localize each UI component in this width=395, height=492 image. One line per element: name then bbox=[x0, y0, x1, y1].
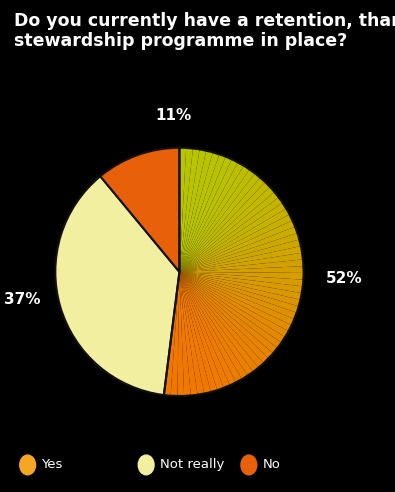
Wedge shape bbox=[179, 151, 213, 272]
Wedge shape bbox=[179, 272, 285, 343]
Wedge shape bbox=[179, 272, 230, 388]
Wedge shape bbox=[179, 178, 265, 272]
Wedge shape bbox=[179, 272, 204, 395]
Wedge shape bbox=[179, 272, 211, 394]
Wedge shape bbox=[179, 272, 288, 337]
Wedge shape bbox=[179, 272, 248, 379]
Wedge shape bbox=[179, 197, 282, 272]
Wedge shape bbox=[100, 148, 179, 272]
Wedge shape bbox=[179, 272, 259, 372]
Wedge shape bbox=[179, 227, 297, 272]
Wedge shape bbox=[179, 272, 242, 382]
Wedge shape bbox=[179, 259, 303, 272]
Wedge shape bbox=[179, 272, 297, 319]
Wedge shape bbox=[179, 272, 304, 279]
Text: Yes: Yes bbox=[41, 459, 63, 471]
Wedge shape bbox=[179, 272, 253, 375]
Wedge shape bbox=[179, 156, 232, 272]
Text: 52%: 52% bbox=[326, 271, 363, 285]
Wedge shape bbox=[171, 272, 179, 396]
Wedge shape bbox=[179, 233, 299, 272]
Wedge shape bbox=[179, 182, 270, 272]
Wedge shape bbox=[179, 169, 255, 272]
Wedge shape bbox=[179, 187, 275, 272]
Wedge shape bbox=[179, 203, 286, 272]
Wedge shape bbox=[179, 153, 219, 272]
Wedge shape bbox=[179, 272, 281, 348]
Wedge shape bbox=[179, 246, 302, 272]
Wedge shape bbox=[179, 154, 226, 272]
Text: stewardship programme in place?: stewardship programme in place? bbox=[14, 32, 347, 50]
Wedge shape bbox=[179, 162, 244, 272]
Wedge shape bbox=[179, 149, 199, 272]
Wedge shape bbox=[55, 176, 179, 395]
Text: Do you currently have a retention, thanking and: Do you currently have a retention, thank… bbox=[14, 12, 395, 31]
Wedge shape bbox=[179, 220, 295, 272]
Wedge shape bbox=[179, 272, 301, 307]
Wedge shape bbox=[179, 272, 294, 325]
Text: Not really: Not really bbox=[160, 459, 224, 471]
Wedge shape bbox=[179, 272, 269, 363]
Wedge shape bbox=[179, 266, 304, 273]
Wedge shape bbox=[179, 173, 260, 272]
Wedge shape bbox=[179, 159, 238, 272]
Wedge shape bbox=[179, 272, 217, 392]
Wedge shape bbox=[179, 166, 249, 272]
Text: No: No bbox=[263, 459, 280, 471]
Wedge shape bbox=[179, 272, 264, 368]
Text: 37%: 37% bbox=[4, 292, 40, 307]
Wedge shape bbox=[179, 272, 299, 313]
Wedge shape bbox=[179, 272, 303, 286]
Wedge shape bbox=[179, 272, 191, 396]
Wedge shape bbox=[179, 272, 224, 390]
Wedge shape bbox=[179, 148, 193, 272]
Wedge shape bbox=[179, 253, 303, 272]
Wedge shape bbox=[179, 192, 278, 272]
Wedge shape bbox=[179, 272, 302, 300]
Wedge shape bbox=[179, 240, 301, 272]
Wedge shape bbox=[179, 215, 292, 272]
Wedge shape bbox=[179, 272, 277, 353]
Wedge shape bbox=[179, 272, 303, 293]
Wedge shape bbox=[164, 272, 179, 396]
Wedge shape bbox=[179, 272, 292, 331]
Wedge shape bbox=[179, 150, 206, 272]
Wedge shape bbox=[179, 272, 236, 385]
Wedge shape bbox=[179, 272, 198, 396]
Text: 11%: 11% bbox=[155, 108, 191, 123]
Wedge shape bbox=[179, 148, 186, 272]
Wedge shape bbox=[177, 272, 184, 396]
Wedge shape bbox=[179, 272, 273, 358]
Wedge shape bbox=[179, 209, 290, 272]
